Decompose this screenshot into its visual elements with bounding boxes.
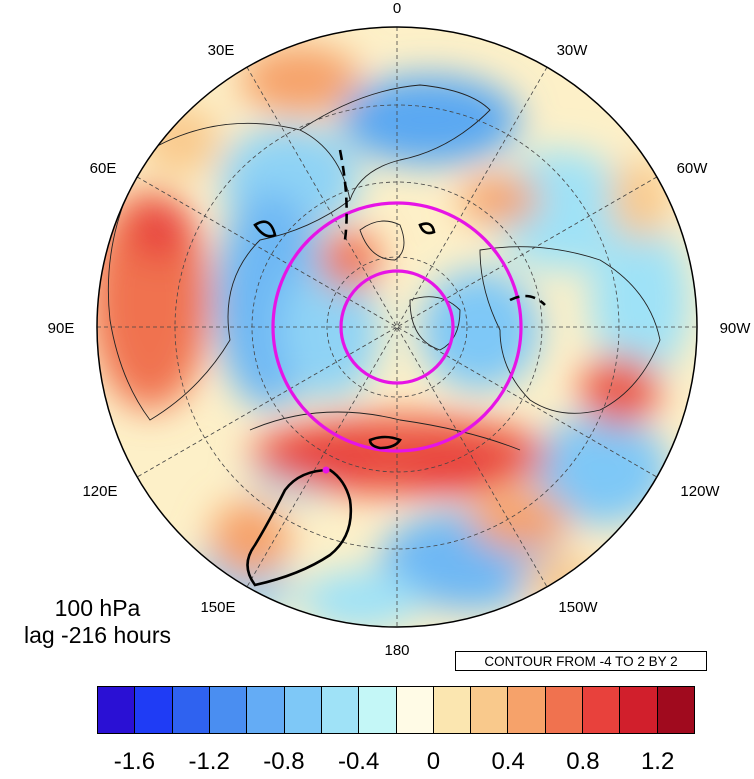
colorbar-swatch: [284, 687, 322, 733]
lon-label: 90W: [720, 320, 752, 337]
lon-label: 60E: [90, 160, 117, 177]
level-label: 100 hPa: [54, 595, 141, 621]
map-boundary: [96, 26, 698, 628]
colorbar-swatch: [508, 687, 546, 733]
colorbar-swatch: [471, 687, 509, 733]
lon-label: 0: [393, 0, 401, 17]
colorbar-swatch: [583, 687, 621, 733]
colorbar-swatch: [247, 687, 285, 733]
colorbar-swatch: [396, 687, 434, 733]
contour-info-box: CONTOUR FROM -4 TO 2 BY 2: [455, 651, 707, 671]
colorbar-swatch: [433, 687, 472, 733]
colorbar-tick-labels: -1.6 -1.2 -0.8 -0.4 0 0.4 0.8 1.2: [0, 748, 754, 778]
lon-label: 150E: [200, 599, 235, 616]
colorbar-swatch: [545, 687, 584, 733]
colorbar-tick-label: -0.4: [337, 748, 380, 775]
colorbar-swatch: [657, 687, 694, 733]
colorbar: [97, 686, 695, 734]
lon-label: 120E: [82, 483, 117, 500]
lon-label: 90E: [48, 320, 75, 337]
lon-label: 30W: [557, 42, 589, 59]
contour-lines: [246, 149, 546, 587]
colorbar-tick-label: 1.2: [640, 748, 675, 775]
colorbar-swatch: [620, 687, 658, 733]
colorbar-swatch: [321, 687, 360, 733]
anomaly-field: [97, 27, 697, 627]
longitude-labels: 0 30W 60W 90W 120W 150W 180 150E 120E 90…: [48, 0, 752, 659]
lag-label: lag -216 hours: [23, 622, 172, 648]
colorbar-tick-label: -0.8: [263, 748, 305, 775]
lon-label: 120W: [680, 483, 720, 500]
lon-label: 60W: [677, 160, 709, 177]
highlight-point: [322, 466, 330, 474]
colorbar-swatch: [359, 687, 397, 733]
colorbar-swatch: [98, 687, 136, 733]
reference-circles: [271, 201, 523, 453]
lon-label: 180: [384, 642, 409, 659]
colorbar-swatch: [209, 687, 248, 733]
graticule: [97, 27, 697, 627]
colorbar-tick-label: 0.4: [491, 748, 525, 775]
colorbar-tick-label: 0: [426, 748, 441, 775]
lon-label: 30E: [208, 42, 235, 59]
colorbar-tick-label: -1.6: [113, 748, 156, 775]
colorbar-swatch: [135, 687, 173, 733]
lon-label: 150W: [558, 599, 598, 616]
colorbar-swatch: [172, 687, 210, 733]
colorbar-tick-label: 0.8: [566, 748, 600, 775]
colorbar-tick-label: -1.2: [188, 748, 230, 775]
